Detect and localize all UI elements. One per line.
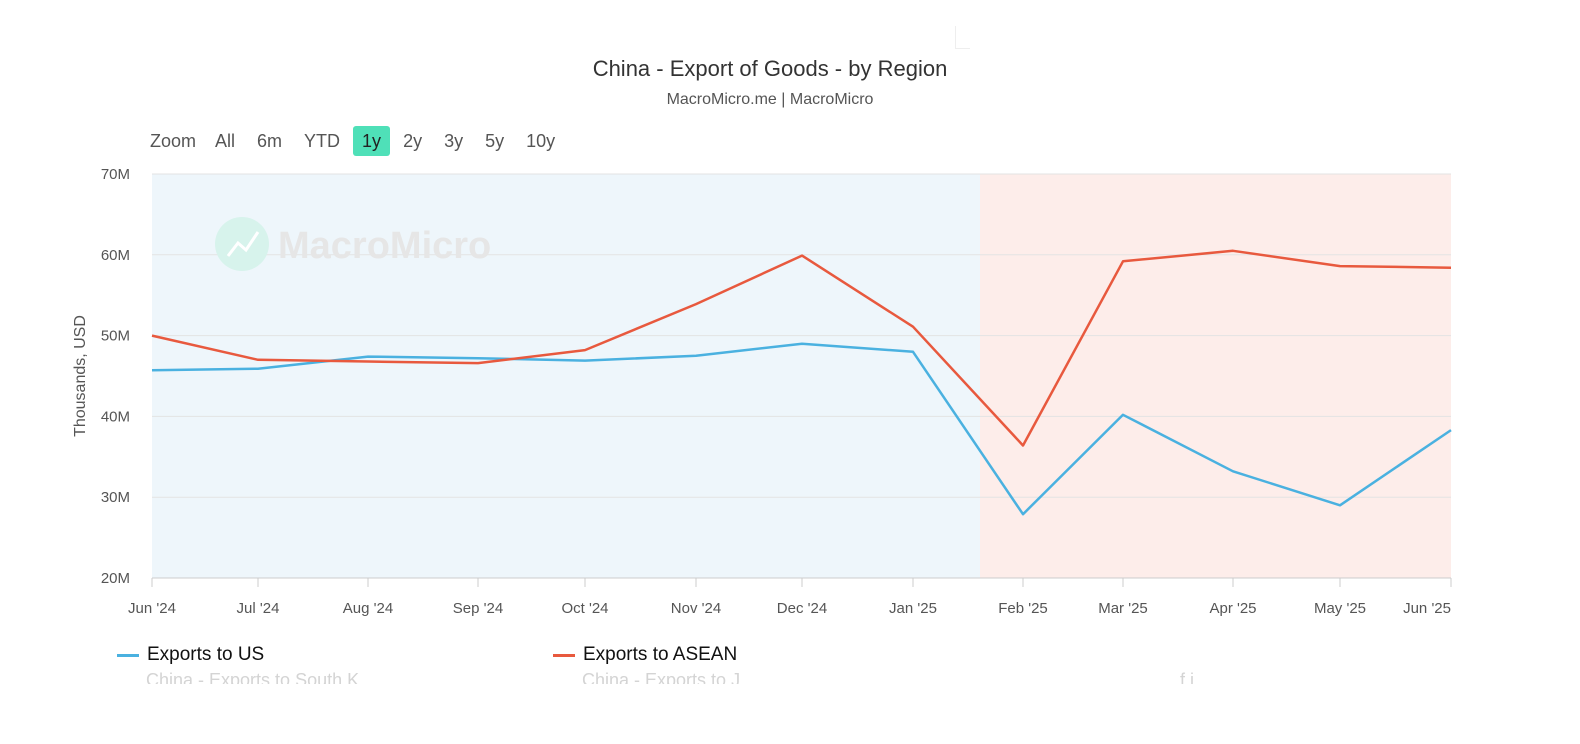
chart-title: China - Export of Goods - by Region [592, 56, 948, 81]
range-button-3y[interactable]: 3y [444, 131, 464, 151]
x-tick-label: Apr '25 [1209, 600, 1256, 617]
y-tick-label: 20M [101, 570, 130, 587]
data-point-exports-asean[interactable] [1336, 262, 1344, 270]
band-red [980, 174, 1451, 578]
y-tick-label: 40M [101, 408, 130, 425]
data-point-exports-asean[interactable] [148, 332, 156, 340]
data-point-exports-us[interactable] [1019, 510, 1027, 518]
legend-label-asean: Exports to ASEAN [583, 644, 738, 665]
legend: Exports to US Exports to ASEAN [0, 644, 1580, 684]
data-point-exports-asean[interactable] [909, 323, 917, 331]
legend-faded-item: f i [1180, 670, 1195, 684]
legend-swatch-asean [553, 653, 575, 657]
range-button-5y[interactable]: 5y [485, 131, 505, 151]
data-point-exports-asean[interactable] [1447, 264, 1455, 272]
legend-label-us: Exports to US [147, 644, 265, 665]
y-tick-label: 70M [101, 166, 130, 183]
watermark-logo-icon [215, 217, 269, 271]
legend-item-exports-us[interactable]: Exports to US [117, 644, 264, 666]
legend-faded-item: China - Exports to J [582, 670, 741, 684]
y-axis-label: Thousands, USD [72, 315, 89, 437]
menu-corner-mark [955, 26, 970, 49]
range-button-2y[interactable]: 2y [403, 131, 423, 151]
series-line-exports-asean[interactable] [151, 249, 1452, 447]
data-point-exports-us[interactable] [1447, 426, 1455, 434]
range-button-6m[interactable]: 6m [257, 131, 283, 151]
data-point-exports-us[interactable] [1229, 467, 1237, 475]
range-button-1y[interactable]: 1y [353, 126, 391, 156]
data-point-exports-us[interactable] [1119, 411, 1127, 419]
range-selector: Zoom All 6m YTD 1y 2y 3y 5y 10y [150, 126, 568, 156]
data-point-exports-us[interactable] [148, 366, 156, 374]
data-point-exports-us[interactable] [798, 340, 806, 348]
data-point-exports-asean[interactable] [581, 346, 589, 354]
x-tick-label: Mar '25 [1098, 600, 1148, 617]
x-tick-label: Feb '25 [998, 600, 1048, 617]
watermark: MacroMicro [215, 217, 491, 271]
y-tick-label: 50M [101, 328, 130, 345]
x-tick-label: Jun '25 [1403, 600, 1451, 617]
chart-subtitle: MacroMicro.me | MacroMicro [666, 91, 874, 108]
legend-faded-item: China - Exports to South K [146, 670, 360, 684]
range-button-ytd[interactable]: YTD [304, 131, 341, 151]
y-tick-label: 60M [101, 247, 130, 264]
x-tick-label: Sep '24 [453, 600, 503, 617]
data-point-exports-asean[interactable] [1019, 442, 1027, 450]
x-tick-label: Nov '24 [671, 600, 721, 617]
watermark-logo-trend-icon [226, 231, 260, 257]
range-button-10y[interactable]: 10y [526, 131, 556, 151]
data-point-exports-asean[interactable] [692, 300, 700, 308]
data-point-exports-asean[interactable] [1229, 247, 1237, 255]
x-tick-label: Oct '24 [561, 600, 608, 617]
data-point-exports-us[interactable] [581, 357, 589, 365]
watermark-text: MacroMicro [278, 225, 491, 267]
zoom-label: Zoom [150, 130, 197, 151]
x-tick-label: Aug '24 [343, 600, 393, 617]
y-tick-label: 30M [101, 489, 130, 506]
x-tick-label: Jan '25 [889, 600, 937, 617]
data-point-exports-asean[interactable] [1119, 257, 1127, 265]
legend-overflow-row: China - Exports to South K China - Expor… [0, 670, 1580, 684]
data-point-exports-asean[interactable] [798, 252, 806, 260]
data-point-exports-asean[interactable] [254, 356, 262, 364]
band-blue [152, 174, 980, 578]
data-point-exports-us[interactable] [1336, 501, 1344, 509]
x-tick-label: May '25 [1314, 600, 1366, 617]
data-point-exports-us[interactable] [254, 365, 262, 373]
data-point-exports-us[interactable] [692, 352, 700, 360]
legend-item-exports-asean[interactable]: Exports to ASEAN [553, 644, 737, 666]
series-line-exports-us[interactable] [151, 342, 1452, 516]
x-tick-label: Dec '24 [777, 600, 827, 617]
data-point-exports-asean[interactable] [474, 359, 482, 367]
data-point-exports-asean[interactable] [364, 358, 372, 366]
range-button-all[interactable]: All [215, 131, 236, 151]
x-tick-label: Jun '24 [128, 600, 176, 617]
x-tick-label: Jul '24 [237, 600, 280, 617]
legend-swatch-us [117, 653, 139, 657]
data-point-exports-us[interactable] [909, 348, 917, 356]
